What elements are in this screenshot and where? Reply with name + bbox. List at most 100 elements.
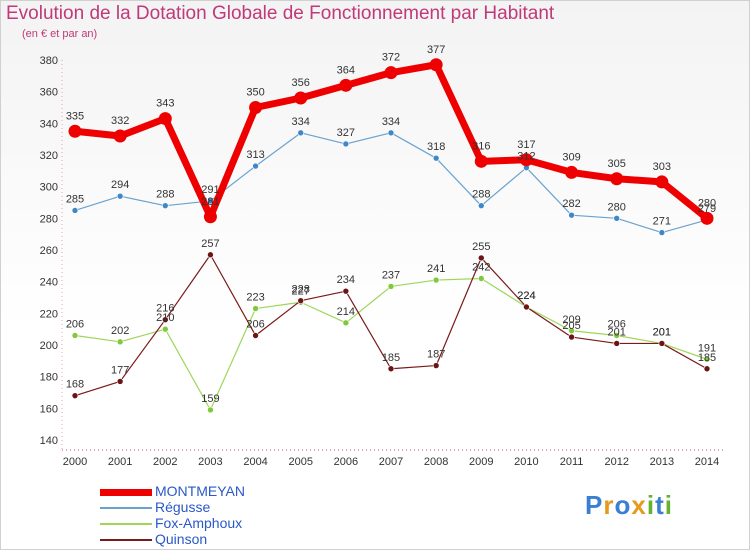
x-tick-label: 2007 bbox=[379, 456, 403, 468]
x-tick-label: 2006 bbox=[334, 456, 358, 468]
data-point-montmeyan bbox=[339, 78, 353, 92]
y-tick-label: 340 bbox=[40, 118, 58, 130]
data-point-fox-amphoux bbox=[71, 332, 79, 339]
x-tick-label: 2004 bbox=[243, 456, 267, 468]
data-point-montmeyan bbox=[158, 112, 172, 126]
data-label-fox-amphoux: 159 bbox=[201, 393, 219, 405]
data-label-fox-amphoux: 206 bbox=[608, 319, 626, 331]
logo-letter: t bbox=[655, 490, 665, 520]
data-point-fox-amphoux bbox=[703, 355, 711, 363]
logo-letter: P bbox=[585, 490, 604, 520]
data-point-montmeyan bbox=[384, 66, 398, 80]
data-point-r-gusse bbox=[161, 202, 169, 209]
data-label-fox-amphoux: 224 bbox=[517, 290, 535, 302]
data-point-quinson bbox=[71, 392, 79, 399]
data-label-fox-amphoux: 210 bbox=[156, 312, 174, 324]
data-label-quinson: 206 bbox=[246, 319, 264, 331]
data-point-fox-amphoux bbox=[568, 327, 575, 335]
data-point-quinson bbox=[568, 333, 575, 341]
data-label-r-gusse: 312 bbox=[517, 151, 535, 163]
x-tick-label: 2012 bbox=[604, 456, 628, 468]
y-tick-label: 260 bbox=[40, 245, 58, 257]
data-point-quinson bbox=[387, 365, 395, 373]
data-point-montmeyan bbox=[565, 165, 579, 179]
data-label-quinson: 205 bbox=[562, 320, 580, 332]
data-point-quinson bbox=[116, 378, 124, 385]
data-label-montmeyan: 335 bbox=[66, 110, 84, 122]
data-point-r-gusse bbox=[116, 192, 124, 200]
data-label-quinson: 168 bbox=[66, 379, 84, 391]
data-label-r-gusse: 288 bbox=[156, 189, 174, 201]
data-point-quinson bbox=[342, 287, 350, 295]
data-label-r-gusse: 282 bbox=[562, 198, 580, 210]
data-label-montmeyan: 343 bbox=[156, 98, 174, 110]
x-tick-label: 2009 bbox=[469, 456, 493, 468]
legend-label: Quinson bbox=[155, 531, 208, 547]
data-point-quinson bbox=[161, 316, 169, 323]
x-tick-label: 2014 bbox=[695, 456, 719, 468]
legend-swatch bbox=[100, 523, 152, 525]
data-point-fox-amphoux bbox=[613, 332, 621, 339]
data-point-montmeyan bbox=[610, 172, 624, 186]
data-label-r-gusse: 291 bbox=[201, 184, 219, 196]
data-point-quinson bbox=[703, 365, 711, 373]
logo-letter: r bbox=[603, 490, 615, 520]
y-tick-label: 300 bbox=[40, 182, 58, 194]
data-label-quinson: 177 bbox=[111, 364, 129, 376]
data-point-montmeyan bbox=[113, 129, 127, 143]
data-label-quinson: 234 bbox=[337, 274, 355, 286]
legend-label: Fox-Amphoux bbox=[155, 515, 243, 531]
chart-title: Evolution de la Dotation Globale de Fonc… bbox=[6, 3, 555, 24]
data-point-r-gusse bbox=[387, 129, 395, 137]
data-point-fox-amphoux bbox=[342, 319, 350, 327]
data-label-montmeyan: 350 bbox=[246, 87, 264, 99]
data-point-montmeyan bbox=[519, 153, 533, 167]
data-point-r-gusse bbox=[477, 202, 485, 209]
x-tick-label: 2011 bbox=[560, 456, 584, 468]
data-point-r-gusse bbox=[342, 140, 350, 148]
data-point-r-gusse bbox=[252, 162, 259, 170]
x-tick-label: 2001 bbox=[108, 456, 132, 468]
data-label-fox-amphoux: 201 bbox=[653, 326, 671, 338]
logo-letter: x bbox=[631, 490, 647, 520]
data-label-quinson: 201 bbox=[608, 326, 626, 338]
data-label-r-gusse: 327 bbox=[337, 127, 355, 139]
data-label-fox-amphoux: 206 bbox=[66, 319, 84, 331]
data-point-fox-amphoux bbox=[161, 325, 169, 333]
legend-swatch bbox=[100, 489, 152, 496]
data-point-quinson bbox=[523, 303, 530, 311]
x-tick-label: 2010 bbox=[514, 456, 538, 468]
data-point-r-gusse bbox=[613, 215, 621, 222]
data-point-r-gusse bbox=[432, 154, 440, 162]
chart-subtitle: (en € et par an) bbox=[22, 28, 98, 40]
data-point-quinson bbox=[297, 297, 305, 304]
data-label-montmeyan: 317 bbox=[517, 139, 535, 151]
data-point-montmeyan bbox=[68, 124, 82, 138]
x-tick-label: 2002 bbox=[153, 456, 177, 468]
logo-letter: i bbox=[646, 490, 656, 520]
data-label-quinson: 257 bbox=[201, 238, 219, 250]
data-point-fox-amphoux bbox=[252, 305, 259, 312]
data-label-quinson: 201 bbox=[653, 326, 671, 338]
data-label-montmeyan: 280 bbox=[698, 197, 716, 209]
y-tick-label: 240 bbox=[40, 277, 58, 289]
y-tick-label: 140 bbox=[40, 435, 58, 447]
data-label-fox-amphoux: 227 bbox=[292, 285, 310, 297]
data-point-fox-amphoux bbox=[207, 406, 214, 414]
data-point-r-gusse bbox=[297, 129, 305, 137]
data-label-r-gusse: 280 bbox=[608, 201, 626, 213]
data-label-quinson: 185 bbox=[382, 352, 400, 364]
data-label-fox-amphoux: 223 bbox=[246, 292, 264, 304]
data-point-quinson bbox=[207, 251, 214, 259]
data-label-fox-amphoux: 242 bbox=[472, 262, 490, 274]
proxiti-logo: Proxiti bbox=[585, 490, 673, 521]
y-tick-label: 380 bbox=[40, 55, 58, 67]
data-point-r-gusse bbox=[71, 207, 79, 214]
legend-label: MONTMEYAN bbox=[155, 483, 245, 499]
data-label-montmeyan: 316 bbox=[472, 140, 490, 152]
x-tick-label: 2005 bbox=[288, 456, 312, 468]
data-label-quinson: 187 bbox=[427, 349, 445, 361]
data-label-fox-amphoux: 202 bbox=[111, 325, 129, 337]
data-label-montmeyan: 372 bbox=[382, 52, 400, 64]
